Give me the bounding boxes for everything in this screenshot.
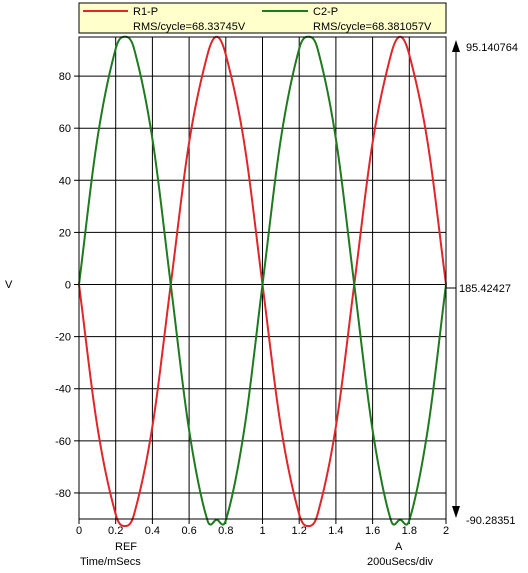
y-tick-label: 0: [65, 280, 71, 292]
right-axis-up-arrow: [452, 40, 460, 52]
legend-rms-r1: RMS/cycle=68.33745V: [133, 21, 246, 33]
x-tick-label: 0.6: [181, 525, 196, 537]
timebase-label: 200uSecs/div: [367, 556, 434, 568]
right-axis-mid-label: 185.42427: [459, 283, 511, 295]
x-tick-labels: 0 0.2 0.4 0.6 0.8 1 1.2 1.4 1.6 1.8 2: [76, 525, 449, 537]
x-tick-label: 0.4: [145, 525, 160, 537]
x-tick-label: 1.6: [365, 525, 380, 537]
legend-box: [78, 2, 447, 34]
x-tick-label: 0.2: [108, 525, 123, 537]
legend: R1-P RMS/cycle=68.33745V C2-P RMS/cycle=…: [78, 2, 447, 34]
y-tick-label: -60: [55, 436, 71, 448]
legend-label-c2: C2-P: [313, 6, 338, 18]
cursor-ref-label: REF: [115, 541, 137, 553]
y-tick-label: 60: [59, 123, 71, 135]
y-tick-label: 80: [59, 71, 71, 83]
x-tick-label: 2: [443, 525, 449, 537]
time-units-label: Time/mSecs: [80, 556, 141, 568]
y-tick-label: 20: [59, 227, 71, 239]
x-tick-label: 1.2: [292, 525, 307, 537]
x-tick-label: 1.8: [402, 525, 417, 537]
plot-frame: [78, 36, 447, 520]
x-tick-label: 0.8: [218, 525, 233, 537]
y-tick-label: 40: [59, 175, 71, 187]
x-tick-label: 1: [259, 525, 265, 537]
x-tick-label: 1.4: [328, 525, 343, 537]
right-axis: 95.140764 185.42427 -90.28351: [446, 40, 518, 527]
legend-rms-c2: RMS/cycle=68.381057V: [313, 21, 432, 33]
legend-label-r1: R1-P: [133, 6, 158, 18]
right-axis-down-arrow: [452, 506, 460, 518]
y-axis-label: V: [5, 279, 13, 291]
y-tick-label: -80: [55, 488, 71, 500]
right-axis-bottom-label: -90.28351: [466, 515, 516, 527]
y-tick-labels: 80 60 40 20 0 -20 -40 -60 -80: [55, 71, 71, 500]
x-tick-label: 0: [76, 525, 82, 537]
y-tick-label: -40: [55, 384, 71, 396]
cursor-a-label: A: [395, 541, 403, 553]
series-layer: [78, 35, 447, 528]
grid: [74, 37, 447, 524]
y-tick-label: -20: [55, 332, 71, 344]
series-line-c2-p: [78, 35, 447, 526]
right-axis-top-label: 95.140764: [466, 42, 518, 54]
